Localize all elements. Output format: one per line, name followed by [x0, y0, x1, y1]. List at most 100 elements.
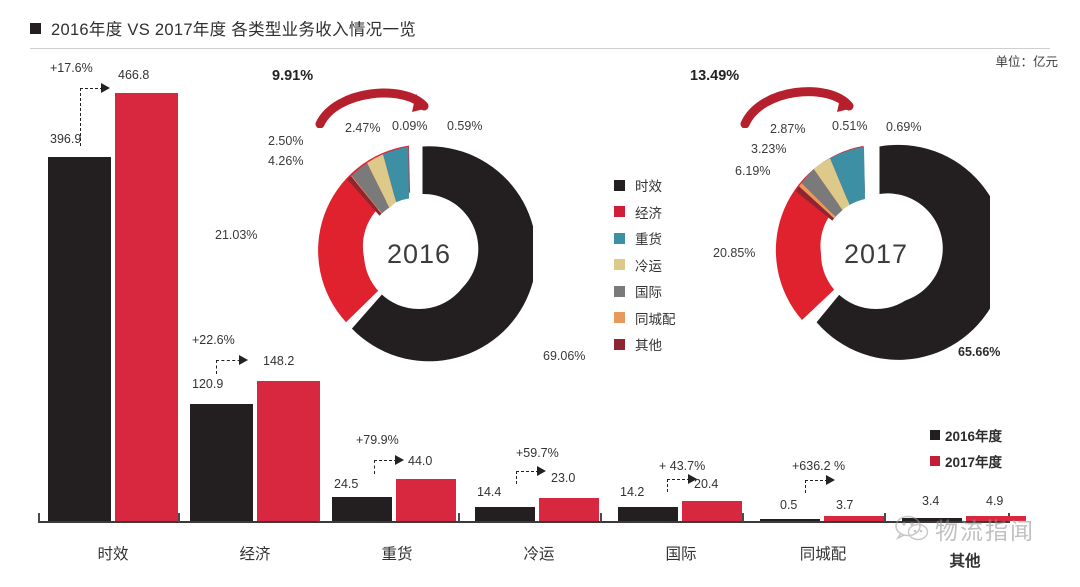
bar-value-2017-qita: 4.9	[986, 494, 1004, 508]
bar-2017-guoji	[682, 501, 742, 521]
donut-2017-label-tongchengpei: 0.51%	[832, 119, 868, 133]
growth-arrow-shaft	[80, 88, 108, 89]
bar-2017-qita	[966, 516, 1026, 521]
growth-arrow-head	[239, 355, 248, 365]
bar-2016-jingji	[190, 404, 253, 521]
growth-arrow-guoji	[667, 474, 697, 492]
axis-tick	[458, 513, 460, 522]
bar-value-2017-shixiao: 466.8	[118, 68, 150, 82]
growth-arrow-stem	[216, 360, 217, 374]
x-label-lengyun: 冷运	[523, 546, 555, 563]
title-divider	[30, 48, 1050, 49]
bar-2016-zhonghuo	[332, 497, 392, 521]
bar-legend-item-2017[interactable]: 2017年度	[930, 448, 1002, 474]
growth-arrow-head	[688, 474, 697, 484]
bar-value-2016-lengyun: 14.4	[477, 485, 502, 499]
growth-arrow-tongchengpei	[805, 475, 835, 493]
donut-chart-2017: 2017	[762, 140, 1006, 368]
donut-2017-label-lengyun: 3.23%	[751, 142, 787, 156]
donut-2017-slice-lengyun	[813, 158, 850, 210]
growth-arrow-head	[537, 466, 546, 476]
pie-legend: 时效 经济 重货 冷运 国际 同城配 其他	[614, 172, 676, 358]
bar-legend-label: 2016年度	[945, 429, 1003, 444]
growth-arrow-jingji	[216, 355, 248, 374]
wechat-icon	[895, 515, 929, 541]
donut-2016-center-label: 2016	[386, 238, 452, 269]
unit-label: 单位：亿元	[995, 55, 1058, 69]
bar-legend: 2016年度 2017年度	[930, 422, 1002, 474]
watermark-text: 物流指闻	[935, 519, 1035, 545]
pie-legend-label: 同城配	[635, 311, 676, 327]
growth-arrow-head	[101, 83, 110, 93]
bar-value-2017-jingji: 148.2	[263, 354, 295, 368]
donut-2016-label-guoji: 2.47%	[345, 121, 381, 135]
bar-legend-item-2016[interactable]: 2016年度	[930, 422, 1002, 448]
growth-arrow-stem	[516, 471, 517, 484]
donut-2016-label-jingji: 21.03%	[215, 228, 258, 242]
bar-2017-tongchengpei	[824, 516, 884, 521]
watermark: 物流指闻	[895, 512, 1035, 546]
donut-2017-label-qita: 0.69%	[886, 120, 922, 134]
pie-legend-item-guoji[interactable]: 国际	[614, 278, 676, 305]
pie-legend-label: 时效	[635, 179, 662, 195]
donut-chart-2016: 2016	[305, 140, 537, 368]
donut-2016-label-lengyun: 2.50%	[268, 134, 304, 148]
growth-arrow-stem	[80, 88, 81, 146]
donut-2016-slice-zhonghuo	[383, 146, 409, 203]
square-marker-icon	[30, 22, 41, 34]
bar-2016-lengyun	[475, 507, 535, 521]
bar-2017-zhonghuo	[396, 479, 456, 521]
bar-legend-label: 2017年度	[945, 455, 1003, 470]
legend-swatch-icon	[614, 206, 625, 218]
pie-legend-item-qita[interactable]: 其他	[614, 331, 676, 358]
growth-arrow-head	[826, 475, 835, 485]
legend-swatch-icon	[614, 259, 625, 271]
pie-legend-label: 其他	[635, 338, 662, 354]
growth-arrow-shixiao	[80, 83, 110, 146]
bar-value-2016-qita: 3.4	[922, 494, 940, 508]
x-label-qita: 其他	[949, 553, 981, 570]
donut-2016-slice-tongchengpei	[351, 175, 383, 216]
growth-arrow-zhonghuo	[374, 455, 404, 474]
pie-legend-item-jingji[interactable]: 经济	[614, 199, 676, 226]
x-label-tongchengpei: 同城配	[799, 546, 847, 563]
bar-growth-guoji: + 43.7%	[659, 459, 706, 473]
bar-growth-zhonghuo: +79.9%	[356, 433, 399, 447]
growth-arrow-stem	[667, 479, 668, 492]
pie-legend-item-tongchengpei[interactable]: 同城配	[614, 305, 676, 332]
bar-value-2017-lengyun: 23.0	[551, 471, 576, 485]
pie-legend-label: 国际	[635, 285, 662, 301]
pie-legend-item-zhonghuo[interactable]: 重货	[614, 225, 676, 252]
axis-tick	[600, 513, 602, 522]
pie-legend-item-shixiao[interactable]: 时效	[614, 172, 676, 199]
bar-2016-guoji	[618, 507, 678, 521]
page-title: 2016年度 VS 2017年度 各类型业务收入情况一览	[51, 21, 417, 39]
growth-arrow-lengyun	[516, 466, 546, 484]
bar-value-2016-shixiao: 396.9	[50, 132, 82, 146]
bar-value-2016-jingji: 120.9	[192, 377, 224, 391]
bar-2016-shixiao	[48, 157, 111, 521]
bar-growth-tongchengpei: +636.2 %	[792, 459, 846, 473]
donut-2017-slice-zhonghuo	[830, 146, 865, 205]
growth-arrow-head	[395, 455, 404, 465]
pie-legend-item-lengyun[interactable]: 冷运	[614, 252, 676, 279]
bar-2016-tongchengpei	[760, 519, 820, 521]
donut-2017-label-guoji: 2.87%	[770, 122, 806, 136]
axis-tick	[742, 513, 744, 522]
axis-tick	[884, 513, 886, 522]
donut-2016-arc-icon	[315, 88, 429, 128]
x-axis-line	[38, 521, 1010, 523]
growth-arrow-shaft	[216, 360, 246, 361]
donut-2016-arc-note: 9.91%	[272, 68, 314, 84]
legend-swatch-icon	[614, 312, 625, 324]
legend-swatch-icon	[614, 232, 625, 244]
legend-swatch-icon	[930, 456, 940, 466]
axis-tick	[38, 513, 40, 522]
growth-arrow-stem	[805, 480, 806, 493]
growth-arrow-shaft	[374, 460, 402, 461]
pie-legend-label: 冷运	[635, 258, 662, 274]
growth-arrow-shaft	[667, 479, 695, 480]
bar-growth-lengyun: +59.7%	[516, 446, 559, 460]
